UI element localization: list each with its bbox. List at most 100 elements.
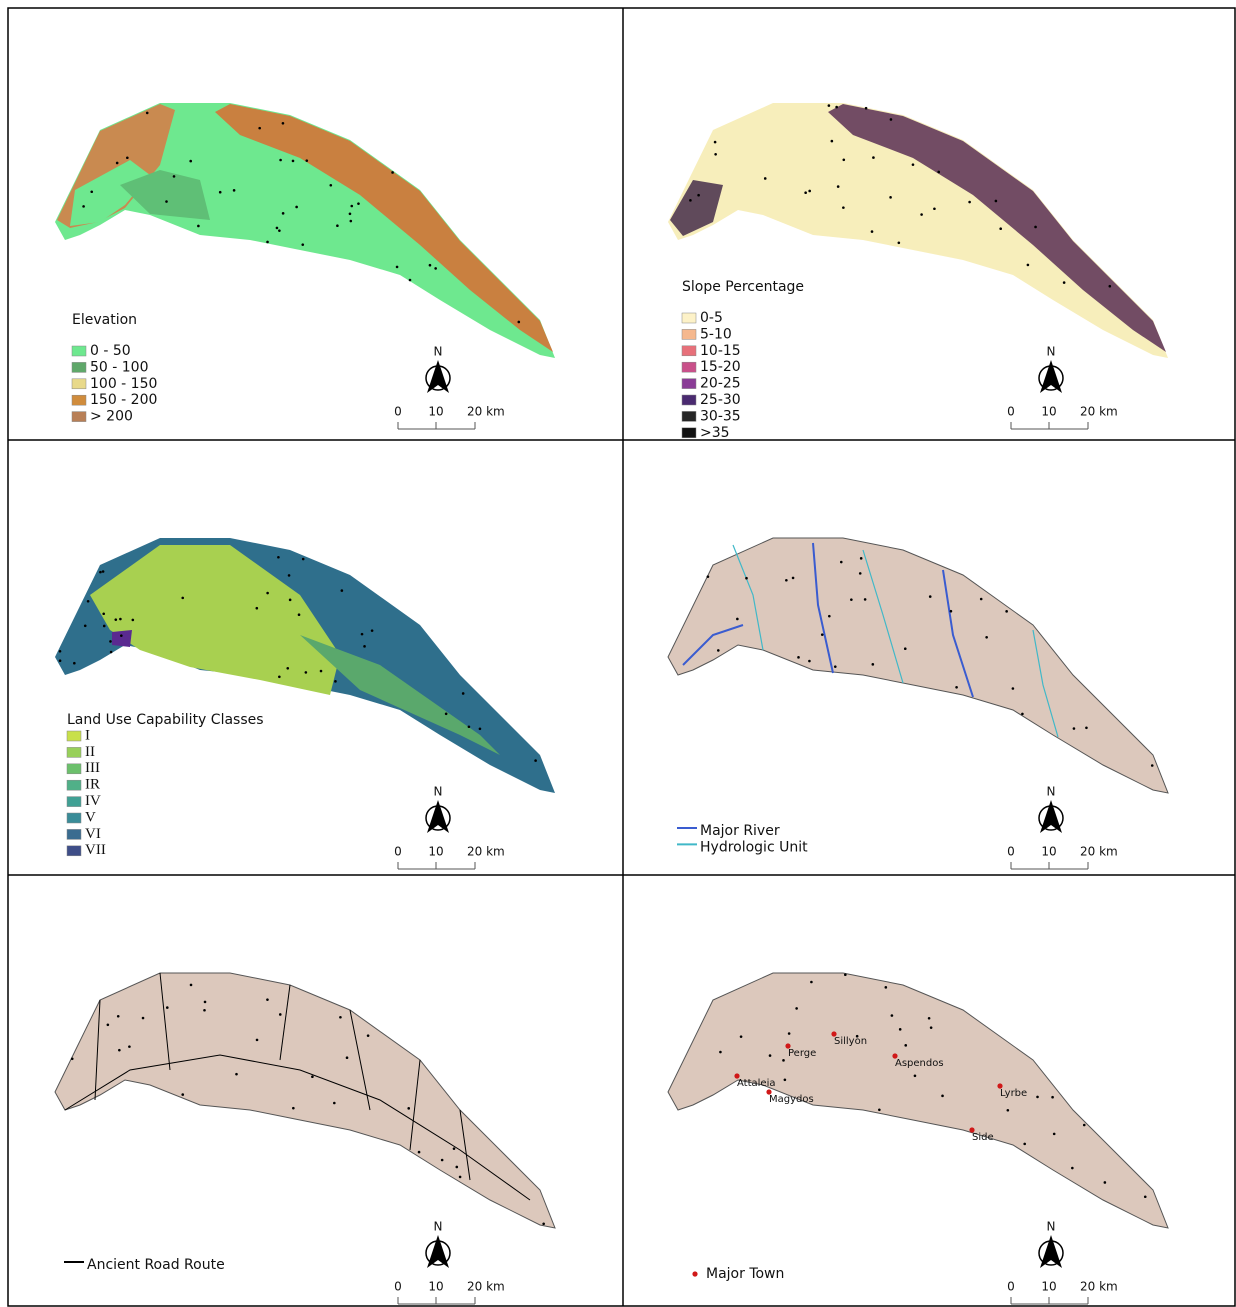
site — [311, 1075, 314, 1078]
legend-label: 150 - 200 — [90, 392, 157, 408]
site — [346, 1056, 349, 1059]
site — [929, 595, 932, 598]
panel — [668, 538, 1168, 793]
map-figure: Elevation0 - 5050 - 100100 - 150150 - 20… — [0, 0, 1236, 1307]
site — [278, 675, 281, 678]
legend-swatch — [72, 362, 86, 372]
north-arrow — [1040, 1235, 1062, 1268]
site — [850, 598, 853, 601]
site — [333, 1102, 336, 1105]
site — [116, 162, 119, 165]
site — [305, 159, 308, 162]
site — [142, 1017, 145, 1020]
site — [367, 1034, 370, 1037]
legend-label: 25-30 — [700, 392, 741, 408]
site — [361, 633, 364, 636]
legend-label: I — [85, 727, 90, 743]
site — [1053, 1133, 1056, 1136]
legend-swatch — [67, 780, 81, 790]
site — [277, 556, 280, 559]
legend-title: Elevation — [72, 312, 137, 328]
site — [1036, 1096, 1039, 1099]
north-arrow — [427, 360, 449, 393]
site — [899, 1028, 902, 1031]
site — [117, 1015, 120, 1018]
site — [71, 1057, 74, 1060]
panel — [55, 538, 555, 793]
site — [73, 662, 76, 665]
site — [1109, 285, 1112, 288]
site — [329, 184, 332, 187]
site — [891, 1014, 894, 1017]
scale-label: 0 — [1007, 1280, 1015, 1294]
site — [1021, 713, 1024, 716]
site — [1144, 1195, 1147, 1198]
site — [204, 1001, 207, 1004]
site — [301, 243, 304, 246]
site — [985, 636, 988, 639]
legend: Ancient Road RouteN01020 km — [64, 1220, 505, 1305]
site — [120, 634, 123, 637]
site — [203, 1009, 206, 1012]
site — [282, 122, 285, 125]
site — [785, 579, 788, 582]
site — [459, 1176, 462, 1179]
legend-swatch — [682, 362, 696, 372]
site — [82, 205, 85, 208]
site — [898, 241, 901, 244]
terrain — [670, 180, 723, 236]
site — [235, 1073, 238, 1076]
site — [256, 607, 259, 610]
scale-label: 10 — [428, 1280, 443, 1294]
site — [339, 1016, 342, 1019]
site — [84, 624, 87, 627]
site — [736, 618, 739, 621]
site — [697, 194, 700, 197]
site — [126, 156, 129, 159]
site — [407, 1107, 410, 1110]
site — [288, 574, 291, 577]
site — [286, 667, 289, 670]
site — [320, 670, 323, 673]
site — [334, 680, 337, 683]
site — [828, 104, 831, 107]
legend-label: III — [85, 760, 100, 776]
site — [434, 267, 437, 270]
panel: AttaleiaPergeSillyonAspendosMagydosLyrbe… — [668, 973, 1168, 1228]
legend: Major TownN01020 km — [692, 1220, 1117, 1305]
site — [391, 171, 394, 174]
scale-label: 0 — [394, 845, 402, 859]
site — [788, 1032, 791, 1035]
site — [429, 264, 432, 267]
town-label: Magydos — [769, 1094, 814, 1105]
legend-label: > 200 — [90, 409, 133, 425]
site — [409, 279, 412, 282]
site — [132, 619, 135, 622]
legend-dot — [692, 1271, 697, 1276]
scale-label: 10 — [1041, 405, 1056, 419]
site — [87, 600, 90, 603]
legend-label: VI — [85, 826, 101, 842]
site — [707, 575, 710, 578]
legend-swatch — [67, 829, 81, 839]
legend-swatch — [67, 797, 81, 807]
site — [181, 1093, 184, 1096]
legend-label: 15-20 — [700, 359, 741, 375]
scale-label: 20 km — [1080, 1280, 1118, 1294]
legend-swatch — [682, 428, 696, 438]
site — [99, 571, 102, 574]
site — [1034, 226, 1037, 229]
study-region — [55, 973, 555, 1228]
site — [859, 572, 862, 575]
site — [517, 321, 520, 324]
site — [534, 759, 537, 762]
town-label: Lyrbe — [1000, 1088, 1027, 1099]
site — [445, 713, 448, 716]
site — [455, 1166, 458, 1169]
site — [350, 205, 353, 208]
town-label: Perge — [788, 1048, 816, 1059]
scale-label: 0 — [394, 1280, 402, 1294]
site — [995, 200, 998, 203]
